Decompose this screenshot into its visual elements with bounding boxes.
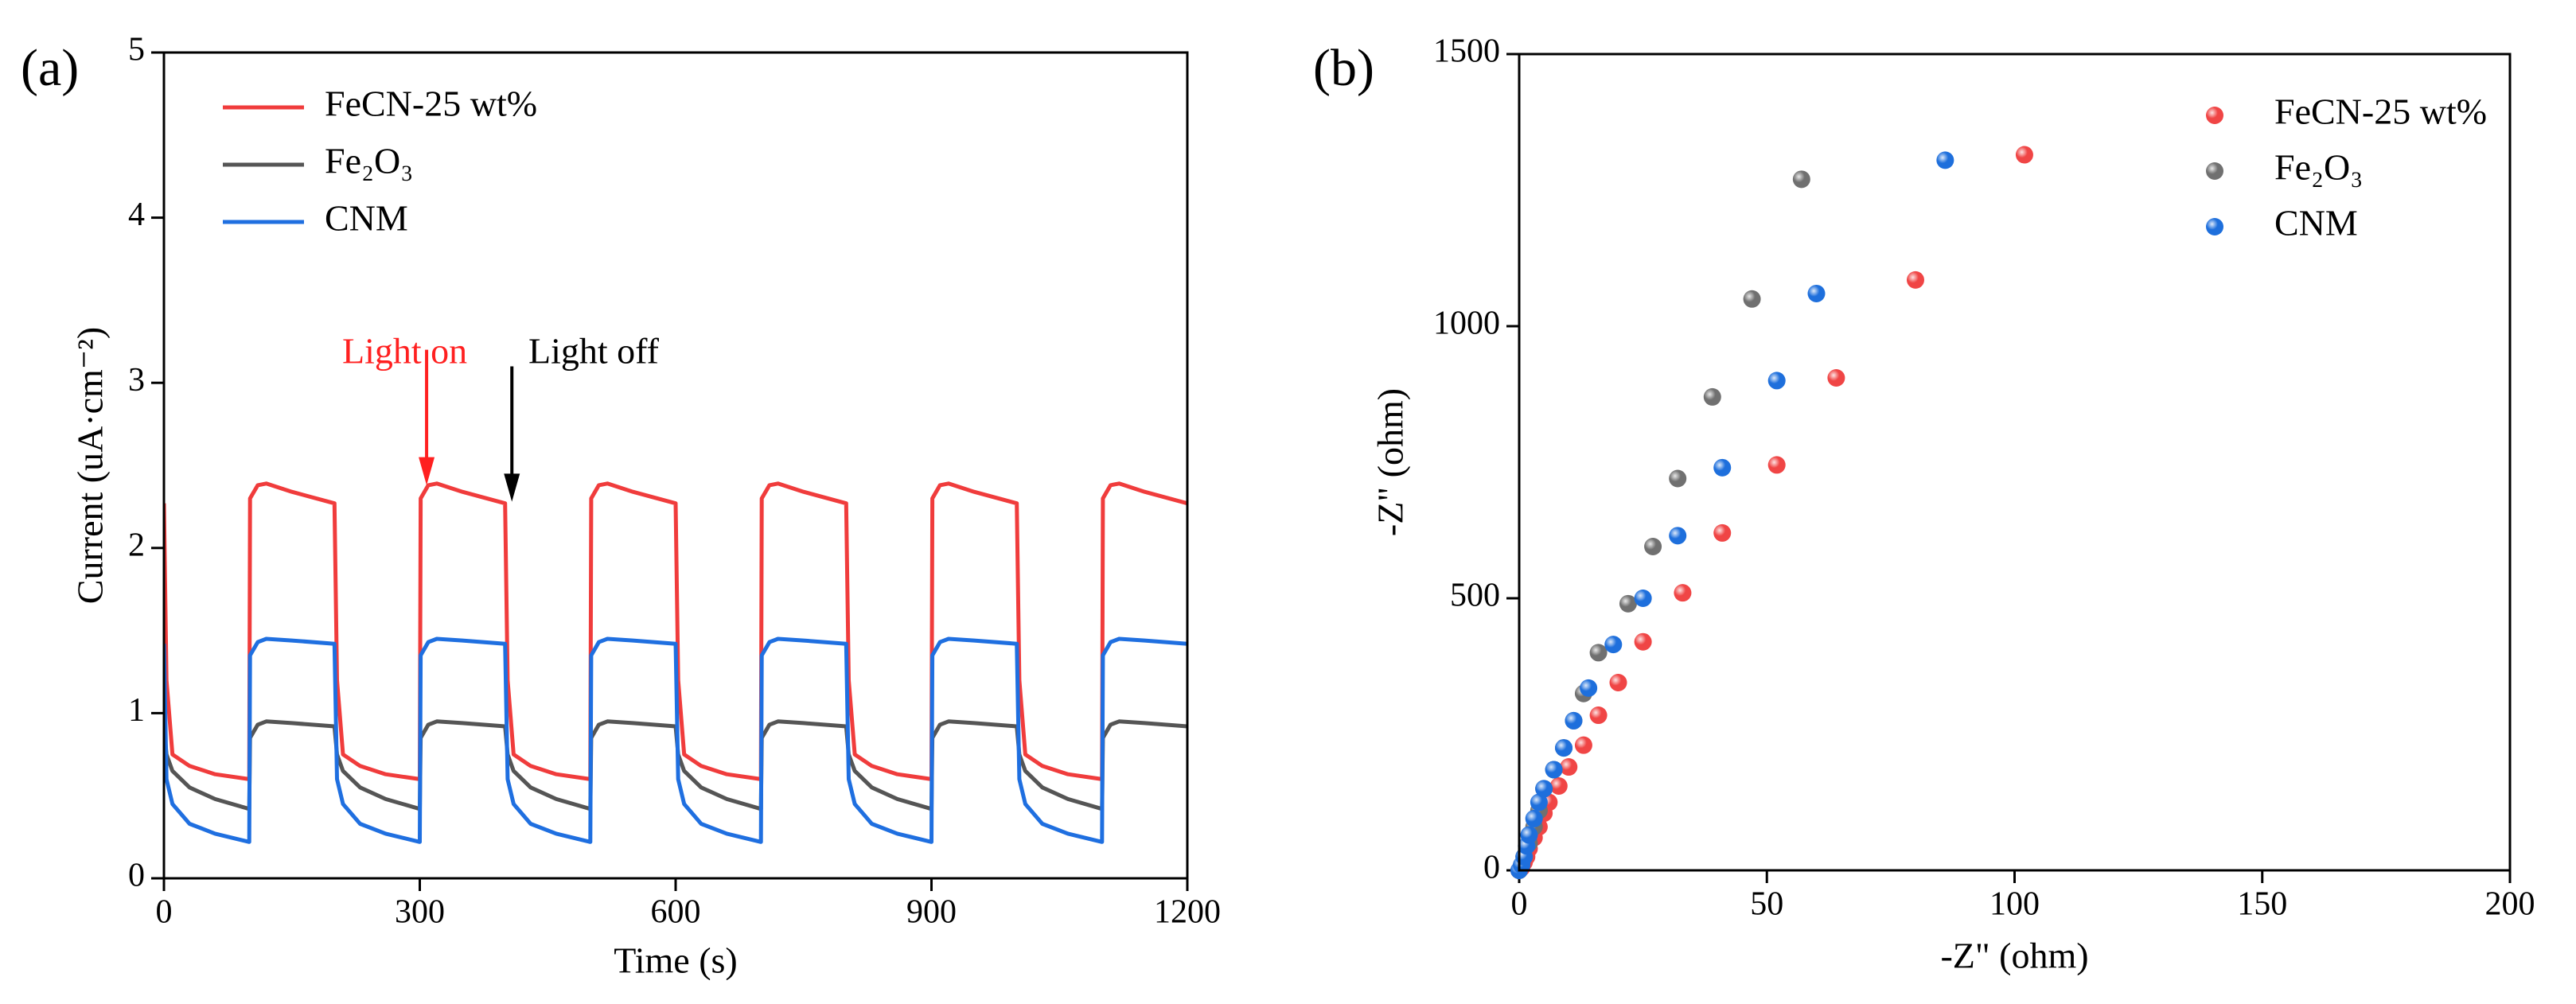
x-axis-label: Time (s) [614, 940, 738, 981]
point-shine [1907, 270, 1924, 289]
arrow-head [419, 457, 435, 485]
point-shine [1743, 290, 1761, 308]
y-axis-label: -Z" (ohm) [1370, 388, 1411, 536]
y-tick-label: 4 [128, 197, 145, 233]
y-tick-label: 0 [1483, 850, 1500, 886]
point-shine [1827, 368, 1845, 387]
point-shine [1555, 739, 1573, 757]
point-shine [1674, 584, 1692, 602]
panel-label: (b) [1313, 39, 1374, 97]
annotation: Light on [342, 331, 467, 372]
x-tick-label: 0 [156, 894, 173, 931]
point-shine [2206, 107, 2223, 124]
point-shine [1619, 594, 1637, 613]
point-shine [1580, 679, 1598, 697]
point-shine [1530, 793, 1548, 811]
point-shine [1807, 284, 1826, 302]
point-shine [2015, 146, 2033, 164]
point-shine [1644, 538, 1662, 556]
point-shine [1545, 761, 1563, 779]
y-tick-label: 3 [128, 362, 145, 399]
x-tick-label: 900 [906, 894, 957, 931]
panel-label: (a) [21, 39, 79, 97]
point-shine [1767, 372, 1786, 390]
x-axis-label: -Z" (ohm) [1940, 936, 2088, 976]
legend-label: CNM [325, 198, 408, 239]
point-shine [1525, 810, 1543, 828]
point-shine [1669, 469, 1687, 488]
point-shine [1560, 758, 1578, 776]
x-tick-label: 100 [1989, 886, 2040, 923]
y-axis-label: Current (uA·cm⁻²) [70, 327, 111, 604]
x-tick-label: 0 [1511, 886, 1528, 923]
point-shine [1565, 711, 1583, 730]
legend-label: Fe₂O₃ [325, 141, 413, 181]
x-tick-label: 150 [2237, 886, 2287, 923]
point-shine [1609, 674, 1627, 692]
point-shine [1520, 826, 1538, 844]
point-shine [1549, 776, 1568, 795]
annotation: Light off [528, 331, 660, 372]
point-shine [1634, 632, 1652, 651]
arrow-head [504, 473, 520, 502]
point-shine [1669, 527, 1687, 545]
x-tick-label: 200 [2485, 886, 2535, 923]
plot-frame [1518, 53, 2512, 872]
point-shine [1604, 636, 1623, 654]
legend-label: CNM [2274, 203, 2358, 243]
point-shine [1792, 170, 1810, 189]
point-shine [1767, 456, 1786, 474]
data-line [164, 636, 1187, 844]
data-line [164, 481, 1187, 781]
legend-label: Fe₂O₃ [2274, 147, 2363, 188]
y-tick-label: 0 [128, 858, 145, 894]
point-shine [1936, 151, 1954, 169]
point-shine [2206, 162, 2223, 180]
point-shine [1589, 706, 1608, 725]
legend-label: FeCN-25 wt% [325, 84, 537, 124]
point-shine [1589, 644, 1608, 662]
y-tick-label: 5 [128, 32, 145, 68]
y-tick-label: 2 [128, 527, 145, 563]
y-tick-label: 500 [1450, 578, 1500, 614]
x-tick-label: 1200 [1154, 894, 1221, 931]
x-tick-label: 600 [651, 894, 701, 931]
x-tick-label: 300 [395, 894, 445, 931]
point-shine [1535, 780, 1553, 798]
x-tick-label: 50 [1750, 886, 1783, 923]
point-shine [1713, 523, 1732, 542]
y-tick-label: 1 [128, 692, 145, 729]
legend-label: FeCN-25 wt% [2274, 91, 2487, 132]
point-shine [2206, 218, 2223, 235]
point-shine [1703, 387, 1721, 406]
point-shine [1574, 736, 1592, 754]
y-tick-label: 1000 [1433, 305, 1500, 342]
plot-frame [162, 51, 1189, 880]
y-tick-label: 1500 [1433, 33, 1500, 70]
point-shine [1634, 590, 1652, 607]
point-shine [1713, 458, 1732, 477]
